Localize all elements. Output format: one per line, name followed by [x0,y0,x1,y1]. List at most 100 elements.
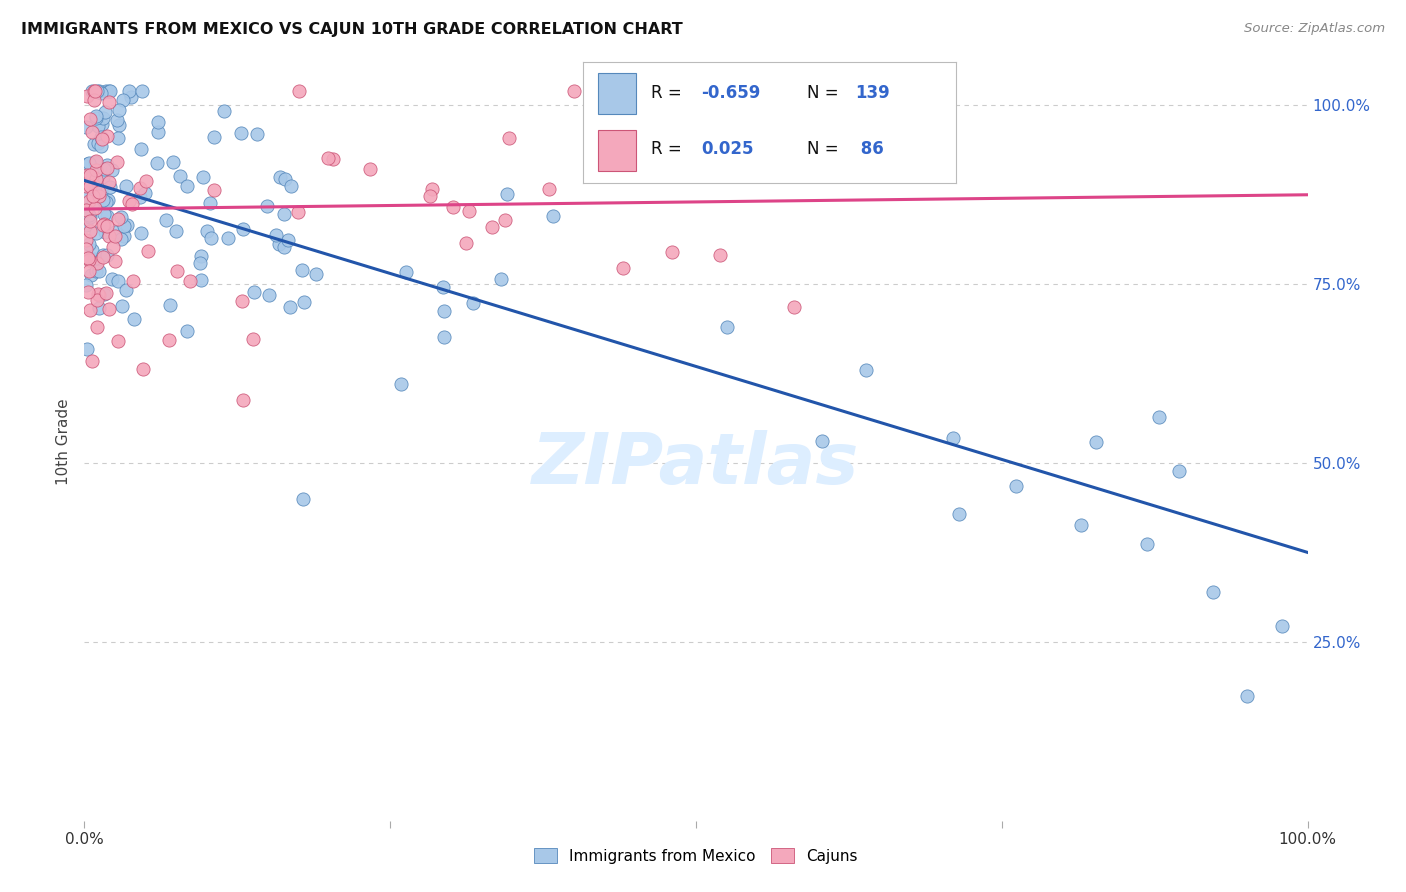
Point [1236,690,1258,704]
Point [98,84,121,98]
Point [162,154,184,169]
Point [84,226,107,240]
Point [96,158,118,172]
Text: Source: ZipAtlas.com: Source: ZipAtlas.com [1244,22,1385,36]
Bar [599,130,636,171]
Point [169,169,191,183]
Point [810,434,832,448]
Point [232,222,254,236]
Point [138,244,160,258]
Point [129,143,152,157]
Point [232,393,254,408]
Point [191,169,214,184]
Point [176,324,198,338]
Point [83,84,105,98]
Point [86,287,108,301]
Point [389,376,412,391]
Point [110,232,132,246]
Point [494,212,516,227]
Point [76,168,98,182]
Y-axis label: 10th Grade: 10th Grade [56,398,72,485]
Point [77,252,100,266]
Point [273,240,295,254]
Point [101,271,124,285]
Point [948,507,970,521]
Point [131,84,153,98]
Point [288,84,311,98]
Point [93,206,115,220]
Point [457,203,479,218]
Point [107,334,129,348]
Point [498,131,520,145]
Point [90,87,112,101]
Point [84,263,107,277]
Point [96,209,118,223]
Point [76,233,98,247]
Point [202,183,225,197]
Point [359,161,381,176]
Point [197,223,219,237]
Point [121,274,143,288]
Point [146,114,169,128]
Point [112,219,135,233]
Point [538,182,561,196]
Point [159,297,181,311]
Point [87,119,110,133]
Text: R =: R = [651,140,686,158]
Point [84,171,107,186]
Point [80,268,103,283]
Point [481,219,503,234]
Point [135,174,157,188]
Point [1168,464,1191,478]
Point [76,157,98,171]
Point [90,138,112,153]
Point [84,163,107,178]
Point [129,226,152,240]
Point [709,247,731,261]
Point [86,84,108,98]
Point [87,189,110,203]
Point [96,161,118,176]
Point [90,185,112,199]
Point [94,195,117,210]
Point [79,169,101,183]
Point [94,84,117,98]
Point [716,320,738,334]
Point [394,265,416,279]
Point [91,250,114,264]
Point [190,273,212,287]
Point [96,248,118,262]
Point [115,218,138,232]
Point [433,303,456,318]
Point [101,163,124,178]
Point [200,196,222,211]
Bar [599,73,636,114]
Point [112,93,135,107]
Point [157,333,180,347]
Point [87,301,110,316]
Point [76,88,98,103]
Point [93,287,115,301]
Point [97,194,120,208]
Point [179,274,201,288]
Point [269,169,291,184]
Point [419,189,441,203]
Point [304,267,326,281]
Point [318,152,340,166]
Point [93,104,115,119]
Point [242,332,264,346]
Text: ZIPatlas: ZIPatlas [533,430,859,499]
Point [84,84,107,98]
Point [76,342,98,356]
Point [77,208,100,222]
Text: N =: N = [807,84,844,103]
Point [87,186,110,200]
Point [441,200,464,214]
Point [79,213,101,227]
Point [212,103,235,118]
Point [104,225,127,239]
Point [97,84,120,98]
Point [91,169,114,184]
Point [80,169,103,183]
Point [129,181,152,195]
